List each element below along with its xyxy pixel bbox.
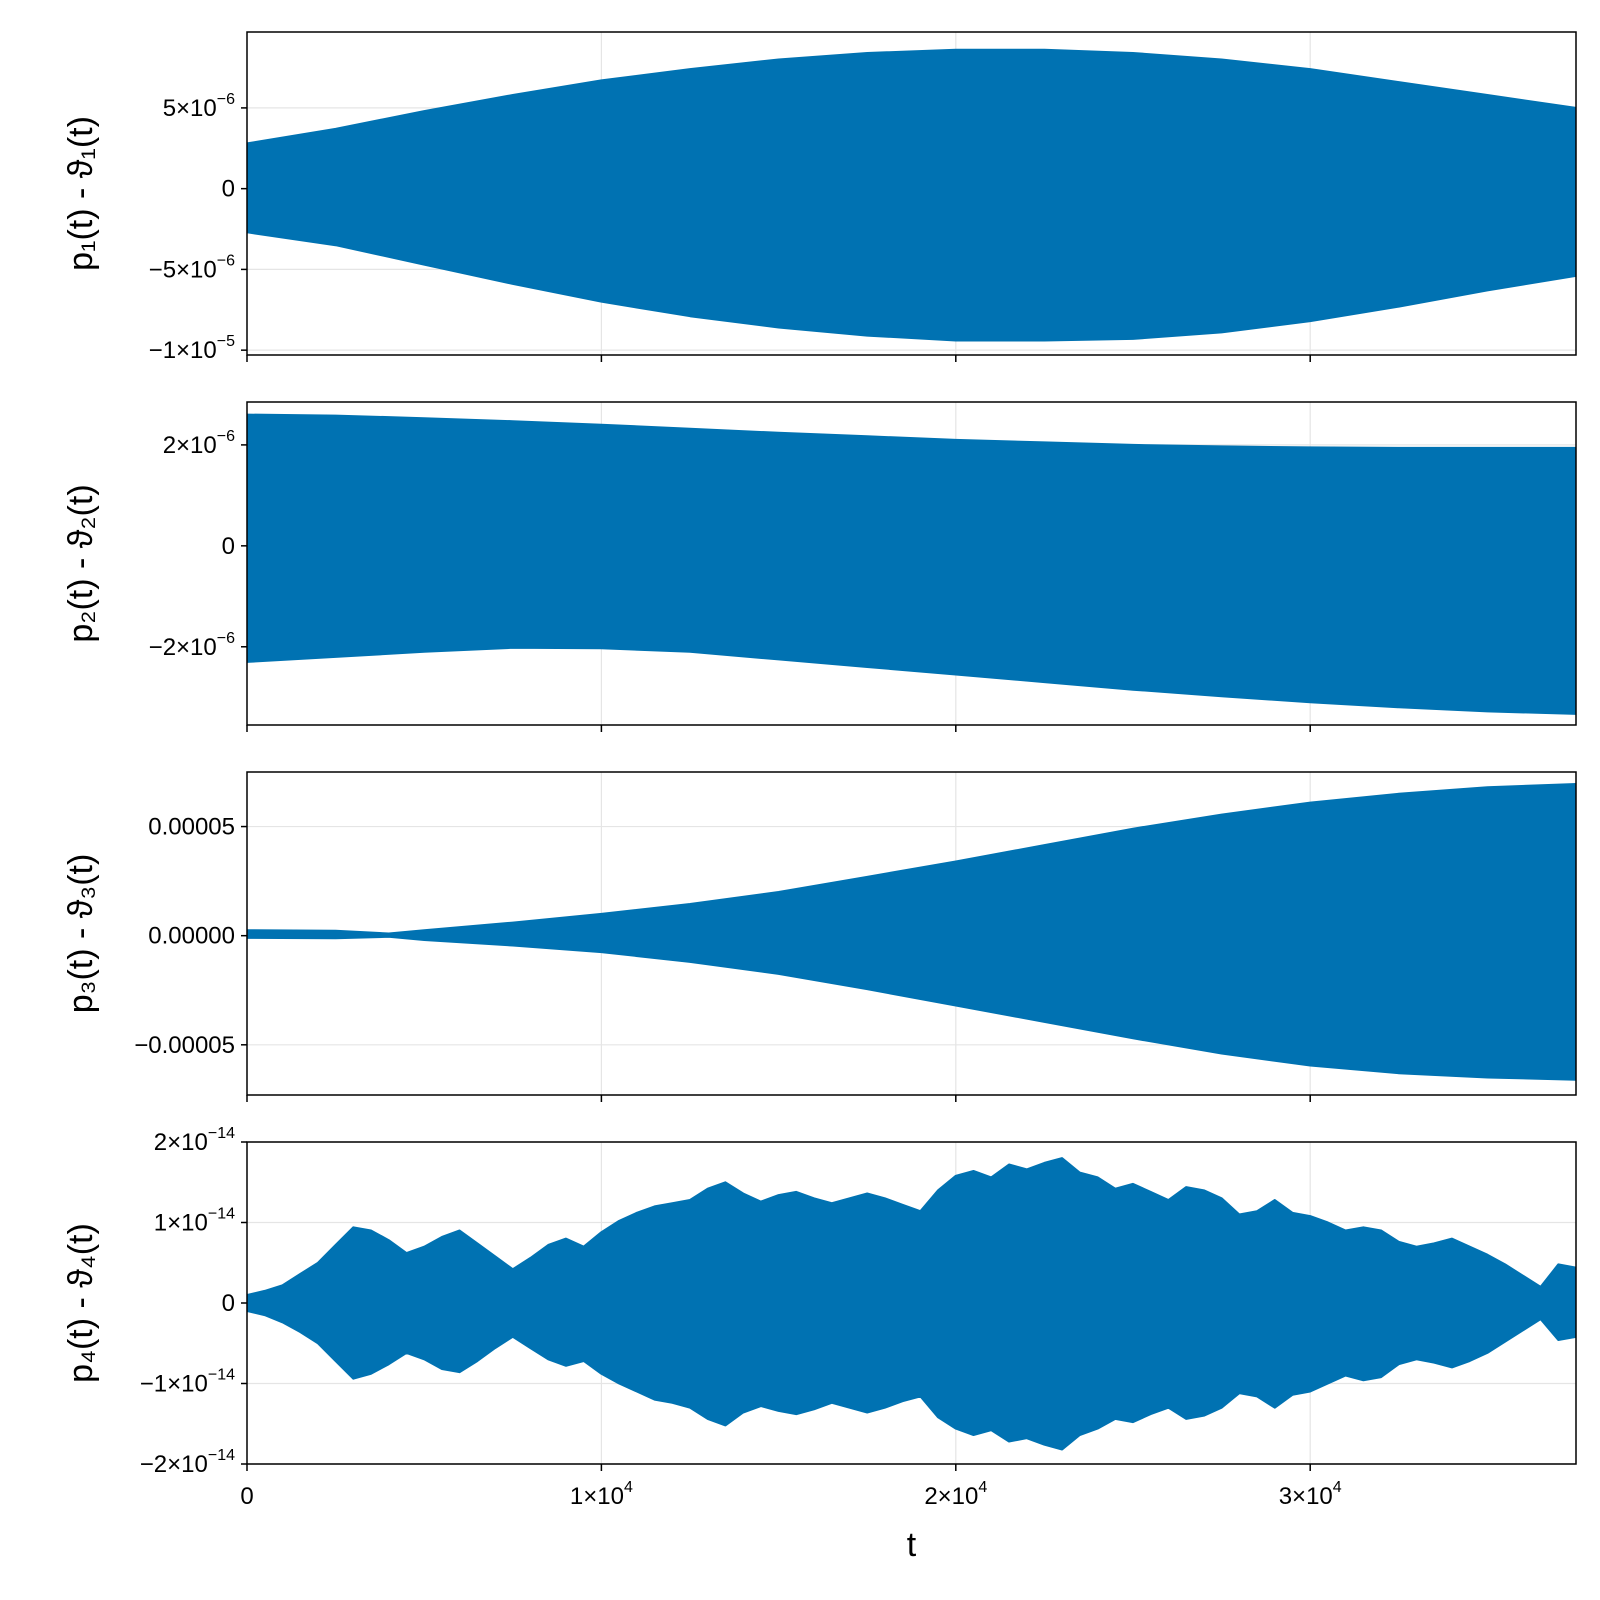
x-tick-label: 2×104 [924, 1479, 987, 1510]
y-tick-label: 5×10−6 [163, 91, 235, 122]
y-tick-label: 1×10−14 [154, 1206, 235, 1237]
y-tick-label: −0.00005 [134, 1032, 235, 1059]
panel-1: 5×10−6 0 −5×10−6 −1×10−5 p₁(t) - ϑ₁(t) [62, 31, 1577, 364]
panel-frame [246, 31, 1577, 356]
y-ticks: 0.00005 0.00000 −0.00005 [134, 814, 247, 1059]
panel-2: 2×10−6 0 −2×10−6 p₂(t) - ϑ₂(t) [62, 401, 1577, 732]
x-tick-label: 3×104 [1279, 1479, 1342, 1510]
y-axis-label: p₂(t) - ϑ₂(t) [62, 484, 100, 642]
y-tick-label: −5×10−6 [149, 252, 235, 283]
y-tick-label: 0 [222, 533, 235, 560]
y-tick-label: −1×10−5 [149, 333, 235, 364]
panel-4: 2×10−14 1×10−14 0 −1×10−14 −2×10−14 p₄(t) - ϑ… [62, 1125, 1577, 1478]
panel-frame [246, 771, 1577, 1096]
x-axis: 0 1×104 2×104 3×104 t [240, 1479, 1341, 1564]
y-tick-label: 0.00005 [148, 814, 235, 841]
panels: 5×10−6 0 −5×10−6 −1×10−5 p₁(t) - ϑ₁(t) 2×10−6… [62, 31, 1577, 1478]
series-band-2 [247, 413, 1576, 715]
y-axis-label: p₄(t) - ϑ₄(t) [62, 1223, 100, 1383]
y-tick-label: 2×10−14 [154, 1125, 235, 1156]
y-ticks: 5×10−6 0 −5×10−6 −1×10−5 [149, 91, 247, 364]
y-tick-label: 2×10−6 [163, 428, 235, 459]
panel-3: 0.00005 0.00000 −0.00005 p₃(t) - ϑ₃(t) [62, 771, 1577, 1102]
y-ticks: 2×10−14 1×10−14 0 −1×10−14 −2×10−14 [140, 1125, 247, 1478]
series-band-1 [247, 48, 1576, 342]
y-axis-label: p₃(t) - ϑ₃(t) [62, 854, 100, 1014]
y-tick-label: −2×10−14 [140, 1447, 235, 1478]
y-tick-label: 0.00000 [148, 923, 235, 950]
x-tick-label: 1×104 [570, 1479, 633, 1510]
y-axis-label: p₁(t) - ϑ₁(t) [62, 116, 100, 271]
y-tick-label: −1×10−14 [140, 1367, 235, 1398]
series-band-4 [247, 1157, 1576, 1451]
y-ticks: 2×10−6 0 −2×10−6 [149, 428, 247, 661]
panel-frame [246, 401, 1577, 726]
series-band-3 [247, 783, 1576, 1081]
y-tick-label: 0 [222, 1290, 235, 1317]
y-tick-label: 0 [222, 176, 235, 203]
y-tick-label: −2×10−6 [149, 630, 235, 661]
x-axis-label: t [907, 1526, 917, 1564]
x-tick-label: 0 [240, 1483, 253, 1510]
